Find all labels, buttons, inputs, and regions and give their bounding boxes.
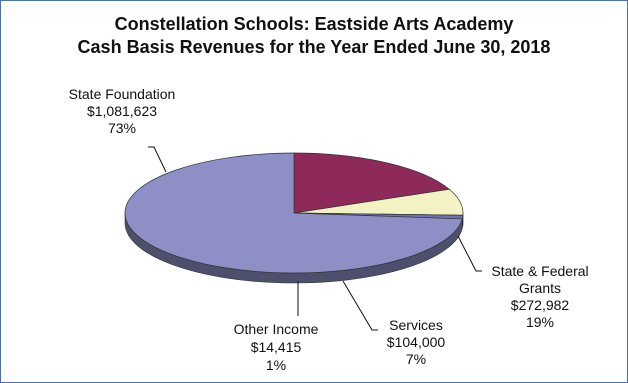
slice-label-other-income: Other Income	[234, 321, 319, 337]
slice-amount-state-foundation: $1,081,623	[87, 103, 157, 119]
slice-amount-other-income: $14,415	[251, 339, 302, 355]
slice-state-foundation	[124, 152, 463, 274]
slice-percent-grants: 19%	[526, 314, 554, 330]
chart-title: Constellation Schools: Eastside Arts Aca…	[114, 14, 514, 34]
slice-grants	[293, 152, 451, 214]
leader-line-state-foundation	[148, 146, 167, 173]
leader-line-grants	[457, 235, 482, 272]
slice-label-state-foundation: State Foundation	[69, 86, 176, 102]
leader-line-services	[342, 280, 378, 331]
slice-amount-services: $104,000	[387, 334, 446, 350]
slice-amount-grants: $272,982	[511, 297, 570, 313]
slice-percent-state-foundation: 73%	[108, 120, 136, 136]
pie-slices	[124, 152, 464, 284]
slice-label-grants-line2: Grants	[519, 280, 561, 296]
slice-percent-services: 7%	[406, 351, 426, 367]
slice-percent-other-income: 1%	[266, 357, 286, 373]
chart-subtitle: Cash Basis Revenues for the Year Ended J…	[77, 37, 551, 57]
slice-label-grants-line1: State & Federal	[491, 263, 588, 279]
leader-lines	[148, 146, 482, 331]
slice-label-services: Services	[389, 317, 443, 333]
